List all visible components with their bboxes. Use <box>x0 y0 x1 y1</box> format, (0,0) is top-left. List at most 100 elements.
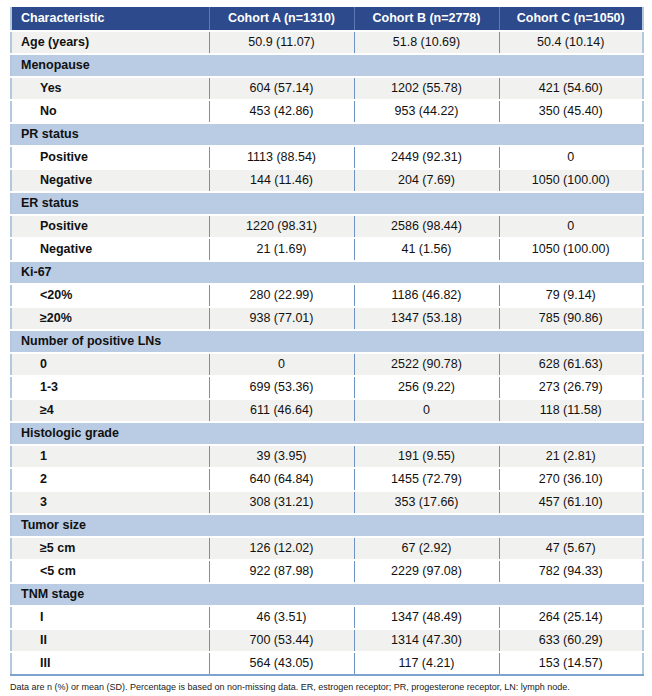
value-cell-cohort-b: 67 (2.92) <box>354 537 499 560</box>
data-row: II 700 (53.44) 1314 (47.30) 633 (60.29) <box>11 629 643 652</box>
value-cell-cohort-a: 126 (12.02) <box>209 537 354 560</box>
value-cell-cohort-c: 628 (61.63) <box>499 353 643 376</box>
section-row: Histologic grade <box>11 422 643 445</box>
data-row: 0 0 2522 (90.78) 628 (61.63) <box>11 353 643 376</box>
value-cell-cohort-c: 350 (45.40) <box>499 100 643 123</box>
value-cell-cohort-a: 50.9 (11.07) <box>209 31 354 54</box>
data-row: 1 39 (3.95) 191 (9.55) 21 (2.81) <box>11 445 643 468</box>
characteristic-cell: I <box>11 606 209 629</box>
value-cell-cohort-b: 1347 (53.18) <box>354 307 499 330</box>
characteristic-cell: 1-3 <box>11 376 209 399</box>
value-cell-cohort-a: 0 <box>209 353 354 376</box>
characteristic-cell: Age (years) <box>11 31 209 54</box>
value-cell-cohort-b: 1455 (72.79) <box>354 468 499 491</box>
value-cell-cohort-a: 21 (1.69) <box>209 238 354 261</box>
characteristic-cell: II <box>11 629 209 652</box>
characteristic-cell: Negative <box>11 169 209 192</box>
value-cell-cohort-b: 1347 (48.49) <box>354 606 499 629</box>
value-cell-cohort-b: 0 <box>354 399 499 422</box>
section-label-cell: Menopause <box>11 54 643 77</box>
value-cell-cohort-a: 640 (64.84) <box>209 468 354 491</box>
value-cell-cohort-c: 782 (94.33) <box>499 560 643 583</box>
value-cell-cohort-b: 2449 (92.31) <box>354 146 499 169</box>
data-row: Positive 1220 (98.31) 2586 (98.44) 0 <box>11 215 643 238</box>
value-cell-cohort-b: 1314 (47.30) <box>354 629 499 652</box>
value-cell-cohort-b: 2586 (98.44) <box>354 215 499 238</box>
value-cell-cohort-c: 118 (11.58) <box>499 399 643 422</box>
section-label-cell: Histologic grade <box>11 422 643 445</box>
data-row: Age (years) 50.9 (11.07) 51.8 (10.69) 50… <box>11 31 643 54</box>
data-row: 1-3 699 (53.36) 256 (9.22) 273 (26.79) <box>11 376 643 399</box>
value-cell-cohort-b: 256 (9.22) <box>354 376 499 399</box>
data-row: Positive 1113 (88.54) 2449 (92.31) 0 <box>11 146 643 169</box>
data-row: No 453 (42.86) 953 (44.22) 350 (45.40) <box>11 100 643 123</box>
characteristic-cell: ≥20% <box>11 307 209 330</box>
characteristic-cell: Positive <box>11 215 209 238</box>
value-cell-cohort-c: 47 (5.67) <box>499 537 643 560</box>
value-cell-cohort-c: 421 (54.60) <box>499 77 643 100</box>
value-cell-cohort-c: 79 (9.14) <box>499 284 643 307</box>
section-row: PR status <box>11 123 643 146</box>
value-cell-cohort-c: 1050 (100.00) <box>499 169 643 192</box>
page: Characteristic Cohort A (n=1310) Cohort … <box>0 0 652 696</box>
characteristic-cell: Negative <box>11 238 209 261</box>
value-cell-cohort-b: 2229 (97.08) <box>354 560 499 583</box>
value-cell-cohort-a: 46 (3.51) <box>209 606 354 629</box>
value-cell-cohort-c: 785 (90.86) <box>499 307 643 330</box>
value-cell-cohort-a: 611 (46.64) <box>209 399 354 422</box>
characteristic-cell: 3 <box>11 491 209 514</box>
value-cell-cohort-b: 191 (9.55) <box>354 445 499 468</box>
data-row: ≥4 611 (46.64) 0 118 (11.58) <box>11 399 643 422</box>
value-cell-cohort-c: 50.4 (10.14) <box>499 31 643 54</box>
value-cell-cohort-a: 144 (11.46) <box>209 169 354 192</box>
characteristic-cell: ≥5 cm <box>11 537 209 560</box>
section-label-cell: ER status <box>11 192 643 215</box>
section-label-cell: PR status <box>11 123 643 146</box>
data-row: Negative 144 (11.46) 204 (7.69) 1050 (10… <box>11 169 643 192</box>
value-cell-cohort-c: 0 <box>499 215 643 238</box>
section-row: Number of positive LNs <box>11 330 643 353</box>
data-row: Negative 21 (1.69) 41 (1.56) 1050 (100.0… <box>11 238 643 261</box>
section-row: ER status <box>11 192 643 215</box>
value-cell-cohort-a: 280 (22.99) <box>209 284 354 307</box>
value-cell-cohort-b: 1202 (55.78) <box>354 77 499 100</box>
column-header-cohort-a: Cohort A (n=1310) <box>209 7 354 31</box>
value-cell-cohort-a: 700 (53.44) <box>209 629 354 652</box>
characteristic-cell: Yes <box>11 77 209 100</box>
characteristic-cell: 2 <box>11 468 209 491</box>
value-cell-cohort-c: 21 (2.81) <box>499 445 643 468</box>
characteristic-cell: III <box>11 652 209 675</box>
value-cell-cohort-a: 308 (31.21) <box>209 491 354 514</box>
section-row: TNM stage <box>11 583 643 606</box>
section-label-cell: TNM stage <box>11 583 643 606</box>
value-cell-cohort-a: 1113 (88.54) <box>209 146 354 169</box>
section-label-cell: Ki-67 <box>11 261 643 284</box>
value-cell-cohort-b: 353 (17.66) <box>354 491 499 514</box>
value-cell-cohort-c: 270 (36.10) <box>499 468 643 491</box>
value-cell-cohort-a: 604 (57.14) <box>209 77 354 100</box>
value-cell-cohort-c: 633 (60.29) <box>499 629 643 652</box>
characteristic-cell: <20% <box>11 284 209 307</box>
value-cell-cohort-a: 453 (42.86) <box>209 100 354 123</box>
characteristic-cell: <5 cm <box>11 560 209 583</box>
value-cell-cohort-c: 273 (26.79) <box>499 376 643 399</box>
value-cell-cohort-c: 153 (14.57) <box>499 652 643 675</box>
value-cell-cohort-c: 264 (25.14) <box>499 606 643 629</box>
value-cell-cohort-a: 39 (3.95) <box>209 445 354 468</box>
value-cell-cohort-c: 1050 (100.00) <box>499 238 643 261</box>
characteristics-table: Characteristic Cohort A (n=1310) Cohort … <box>10 7 644 676</box>
column-header-cohort-c: Cohort C (n=1050) <box>499 7 643 31</box>
characteristic-cell: 1 <box>11 445 209 468</box>
value-cell-cohort-b: 204 (7.69) <box>354 169 499 192</box>
table-body: Age (years) 50.9 (11.07) 51.8 (10.69) 50… <box>11 31 643 675</box>
section-row: Tumor size <box>11 514 643 537</box>
value-cell-cohort-b: 51.8 (10.69) <box>354 31 499 54</box>
data-row: ≥5 cm 126 (12.02) 67 (2.92) 47 (5.67) <box>11 537 643 560</box>
value-cell-cohort-a: 564 (43.05) <box>209 652 354 675</box>
data-row: ≥20% 938 (77.01) 1347 (53.18) 785 (90.86… <box>11 307 643 330</box>
characteristic-cell: No <box>11 100 209 123</box>
table-header-row: Characteristic Cohort A (n=1310) Cohort … <box>11 7 643 31</box>
data-row: <5 cm 922 (87.98) 2229 (97.08) 782 (94.3… <box>11 560 643 583</box>
data-row: 2 640 (64.84) 1455 (72.79) 270 (36.10) <box>11 468 643 491</box>
value-cell-cohort-a: 922 (87.98) <box>209 560 354 583</box>
